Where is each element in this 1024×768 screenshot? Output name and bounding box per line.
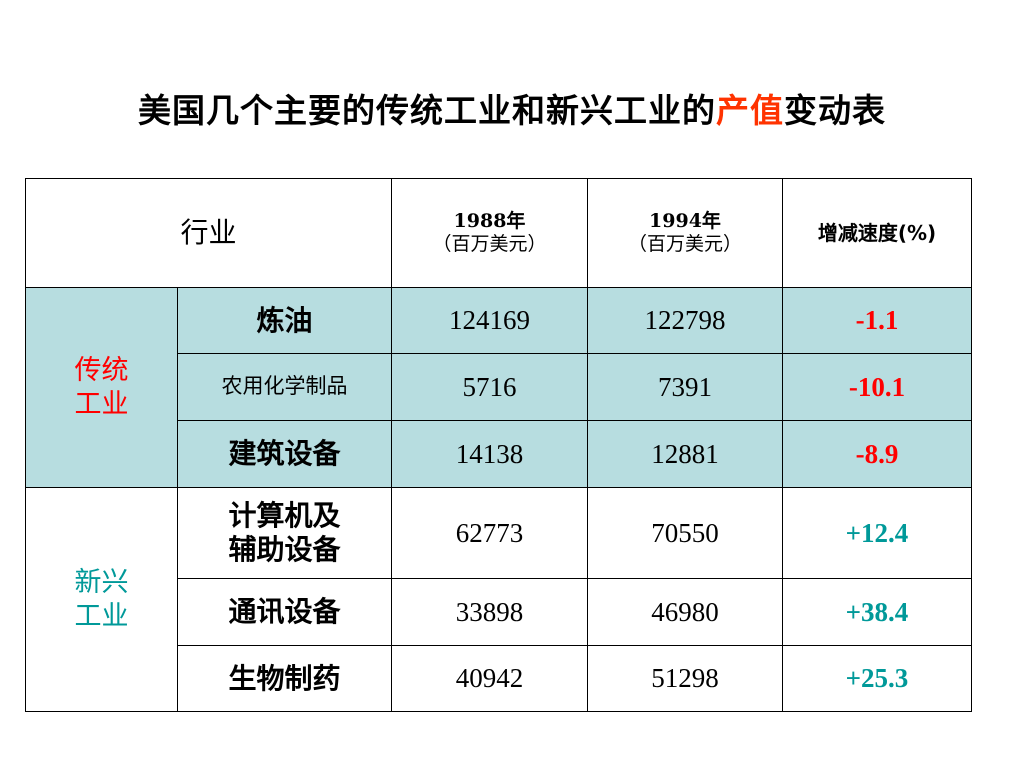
header-1994-unit: （百万美元）: [627, 233, 742, 255]
header-industry: 行业: [25, 178, 392, 288]
header-rate: 增减速度(%): [782, 178, 972, 288]
page-title: 美国几个主要的传统工业和新兴工业的产值变动表: [0, 84, 1024, 132]
header-1988: 1988年 （百万美元）: [391, 178, 588, 288]
rate-value: +38.4: [782, 578, 972, 646]
table-row: 新兴 工业 计算机及 辅助设备 62773 70550 +12.4: [25, 487, 972, 712]
rate-value: -10.1: [782, 353, 972, 421]
title-prefix: 美国几个主要的传统工业和新兴工业的: [138, 91, 716, 130]
value-1988: 124169: [391, 287, 588, 354]
table-row: 农用化学制品 5716 7391 -10.1: [25, 353, 972, 421]
title-suffix: 变动表: [784, 91, 886, 130]
value-1994: 51298: [587, 645, 783, 712]
value-1994: 7391: [587, 353, 783, 421]
industry-name-line1: 计算机及: [228, 499, 341, 533]
industry-name: 计算机及 辅助设备: [177, 487, 392, 579]
value-1988: 40942: [391, 645, 588, 712]
title-highlight: 产值: [716, 91, 784, 130]
table-row: 建筑设备 14138 12881 -8.9: [25, 420, 972, 488]
group-emerging-line1: 新兴: [74, 566, 129, 598]
value-1994: 70550: [587, 487, 783, 579]
group-traditional: 传统 工业: [25, 287, 178, 488]
value-1988: 14138: [391, 420, 588, 488]
value-1994: 122798: [587, 287, 783, 354]
value-1994: 12881: [587, 420, 783, 488]
group-emerging: 新兴 工业: [25, 487, 178, 712]
header-1988-unit: （百万美元）: [432, 233, 547, 255]
rate-value: -1.1: [782, 287, 972, 354]
industry-name: 农用化学制品: [177, 353, 392, 421]
industry-output-table: 行业 1988年 （百万美元） 1994年 （百万美元） 增减速度(%) 传统 …: [25, 178, 972, 712]
value-1988: 33898: [391, 578, 588, 646]
rate-value: +12.4: [782, 487, 972, 579]
header-1994-year: 1994年: [649, 210, 721, 233]
industry-name-line2: 辅助设备: [228, 533, 341, 566]
value-1988: 62773: [391, 487, 588, 579]
group-traditional-line1: 传统: [74, 354, 129, 386]
industry-name: 通讯设备: [177, 578, 392, 646]
group-traditional-line2: 工业: [74, 388, 129, 420]
table-row: 通讯设备 33898 46980 +38.4: [26, 578, 972, 646]
rate-value: -8.9: [782, 420, 972, 488]
header-1994: 1994年 （百万美元）: [587, 178, 783, 288]
table-header-row: 行业 1988年 （百万美元） 1994年 （百万美元） 增减速度(%): [25, 178, 972, 288]
value-1994: 46980: [587, 578, 783, 646]
industry-name: 炼油: [177, 287, 392, 354]
table-row: 生物制药 40942 51298 +25.3: [26, 645, 972, 712]
rate-value: +25.3: [782, 645, 972, 712]
group-emerging-line2: 工业: [74, 600, 129, 632]
value-1988: 5716: [391, 353, 588, 421]
industry-name: 建筑设备: [177, 420, 392, 488]
header-1988-year: 1988年: [453, 210, 526, 233]
table-row: 传统 工业 炼油 124169 122798 -1.1: [25, 287, 972, 488]
industry-name: 生物制药: [177, 645, 392, 712]
